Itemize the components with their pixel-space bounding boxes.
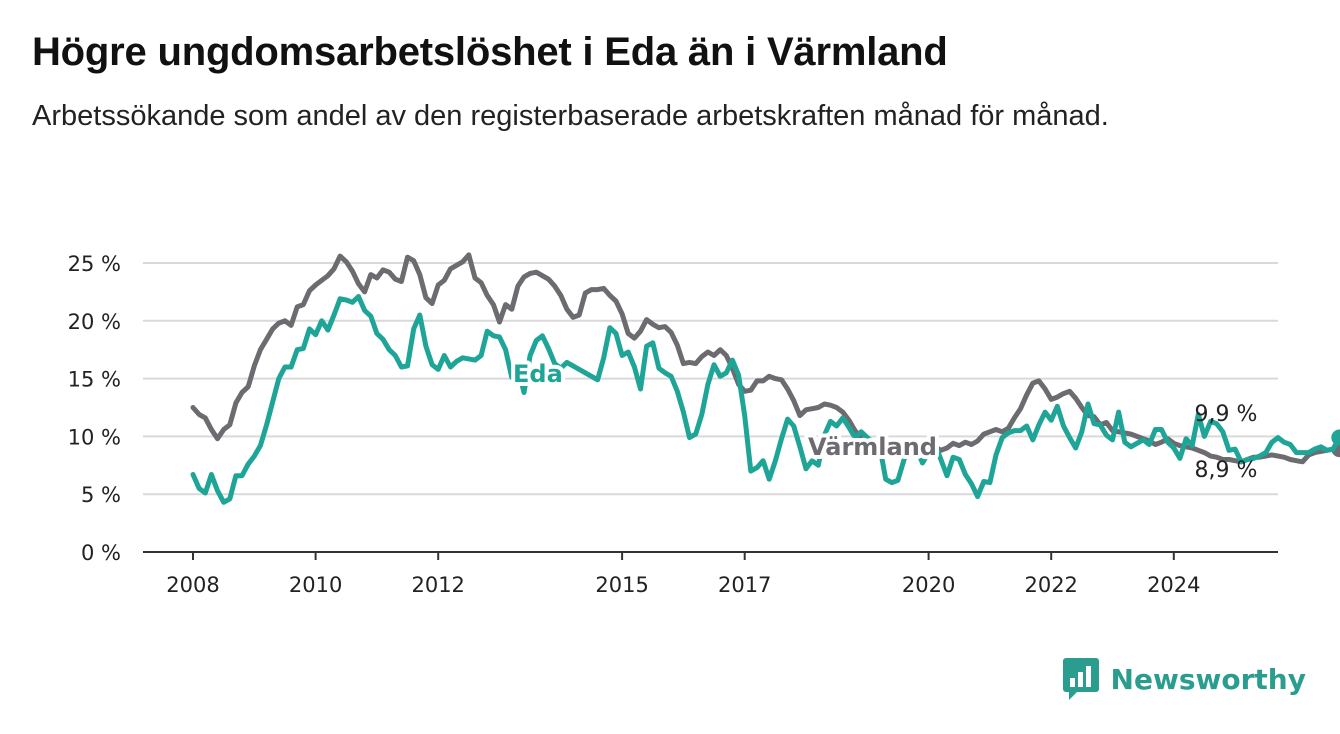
- newsworthy-logo-icon: [1062, 658, 1099, 700]
- series-line-varmland: [190, 252, 1340, 465]
- line-chart: 0 %5 %10 %15 %20 %25 % 2008 2010 2012 2015 2…: [68, 252, 1340, 597]
- x-tick-label: 2022: [1024, 573, 1077, 597]
- chart-title: Högre ungdomsarbetslöshet i Eda än i Vär…: [32, 30, 948, 74]
- chart-subtitle: Arbetssökande som andel av den registerb…: [32, 100, 1109, 132]
- y-tick-label: 10 %: [68, 425, 121, 449]
- x-tick-label: 2020: [902, 573, 955, 597]
- newsworthy-logo: Newsworthy: [1062, 658, 1306, 700]
- brand-name: Newsworthy: [1110, 662, 1306, 696]
- y-tick-label: 25 %: [68, 252, 121, 276]
- y-tick-label: 5 %: [81, 483, 121, 507]
- series-layer: [190, 252, 1340, 505]
- end-value-eda: 9,9 %: [1195, 402, 1258, 427]
- x-tick-label: 2008: [166, 573, 219, 597]
- x-tick-label: 2012: [411, 573, 464, 597]
- label-layer: Eda Värmland 9,9 % 8,9 %: [509, 356, 1258, 483]
- y-axis-ticks: 0 % 5 % 10 % 15 % 20 % 25 %: [68, 252, 121, 565]
- y-tick-label: 0 %: [81, 541, 121, 565]
- y-tick-label: 15 %: [68, 368, 121, 392]
- grid-layer: [143, 262, 1278, 553]
- series-line-eda: [190, 294, 1340, 505]
- x-tick-label: 2010: [289, 573, 342, 597]
- end-value-varmland: 8,9 %: [1195, 458, 1258, 483]
- series-label-varmland: Värmland: [808, 433, 937, 461]
- end-point-eda: [1331, 429, 1340, 446]
- x-tick-label: 2017: [718, 573, 771, 597]
- x-tick-label: 2015: [595, 573, 648, 597]
- x-axis-ticks: 2008 2010 2012 2015 2017 2020 2022 2024: [166, 552, 1201, 597]
- y-tick-label: 20 %: [68, 310, 121, 334]
- series-label-eda: Eda: [513, 360, 563, 388]
- x-tick-label: 2024: [1147, 573, 1200, 597]
